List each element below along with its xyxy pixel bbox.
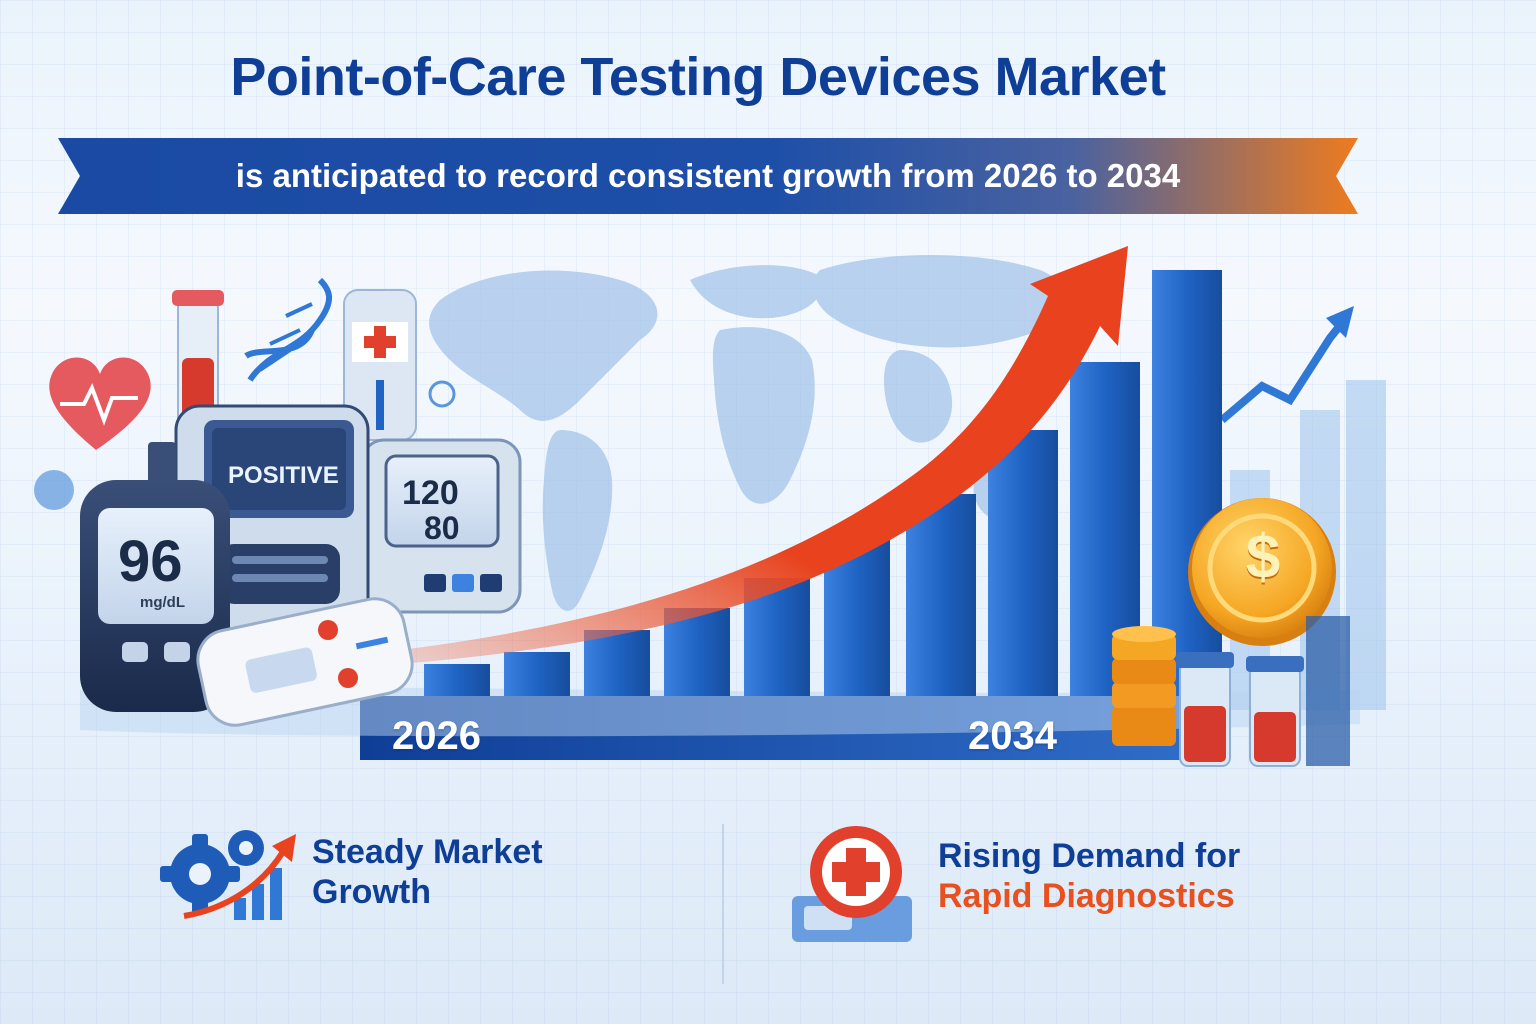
first-aid-canister xyxy=(343,289,417,441)
feature-left-line2: Growth xyxy=(312,873,431,911)
gear-icon xyxy=(160,830,264,914)
bar-3 xyxy=(584,630,650,696)
growth-chart-icon xyxy=(183,834,296,920)
glucose-meter xyxy=(80,442,230,712)
test-cassette xyxy=(196,597,414,727)
feature-rapid-diagnostics: Rising Demand for Rapid Diagnostics xyxy=(938,836,1240,916)
dollar-symbol: $ xyxy=(1245,523,1281,592)
bar-8 xyxy=(988,430,1058,696)
feature-left-line1: Steady Market xyxy=(312,833,543,871)
bar-10 xyxy=(1152,270,1222,696)
first-aid-icon xyxy=(792,826,912,942)
page-title: Point-of-Care Testing Devices Market xyxy=(230,47,1166,107)
glucose-unit: mg/dL xyxy=(140,594,185,611)
end-year: 2034 xyxy=(968,714,1057,758)
dot-deco xyxy=(34,470,74,510)
feature-steady-growth: Steady Market Growth xyxy=(312,832,543,912)
growth-arrow-head xyxy=(1326,306,1354,338)
chat-deco xyxy=(428,380,456,408)
feature-divider xyxy=(722,824,724,984)
feature-right-line2: Rapid Diagnostics xyxy=(938,877,1235,915)
bp-diastolic: 80 xyxy=(424,510,460,546)
subtitle-ribbon xyxy=(58,138,1358,214)
test-result: POSITIVE xyxy=(228,462,339,489)
dna-icon xyxy=(244,277,332,382)
glucose-reading: 96 xyxy=(118,529,183,594)
bar-4 xyxy=(664,608,730,696)
bp-systolic: 120 xyxy=(402,474,459,512)
subtitle: is anticipated to record consistent grow… xyxy=(235,157,1181,194)
bar-7 xyxy=(906,494,976,696)
bar-1 xyxy=(424,664,490,696)
world-map xyxy=(429,255,1067,611)
red-growth-arrow xyxy=(400,246,1128,664)
feature-right-line1: Rising Demand for xyxy=(938,837,1241,875)
bar-2 xyxy=(504,652,570,696)
dollar-coin-icon xyxy=(1188,498,1336,646)
sample-tubes xyxy=(1176,616,1350,767)
coin-stack xyxy=(1112,626,1176,746)
start-year: 2026 xyxy=(392,714,481,758)
heart-pulse-icon xyxy=(49,357,151,450)
growth-arrow-icon xyxy=(1219,315,1350,424)
